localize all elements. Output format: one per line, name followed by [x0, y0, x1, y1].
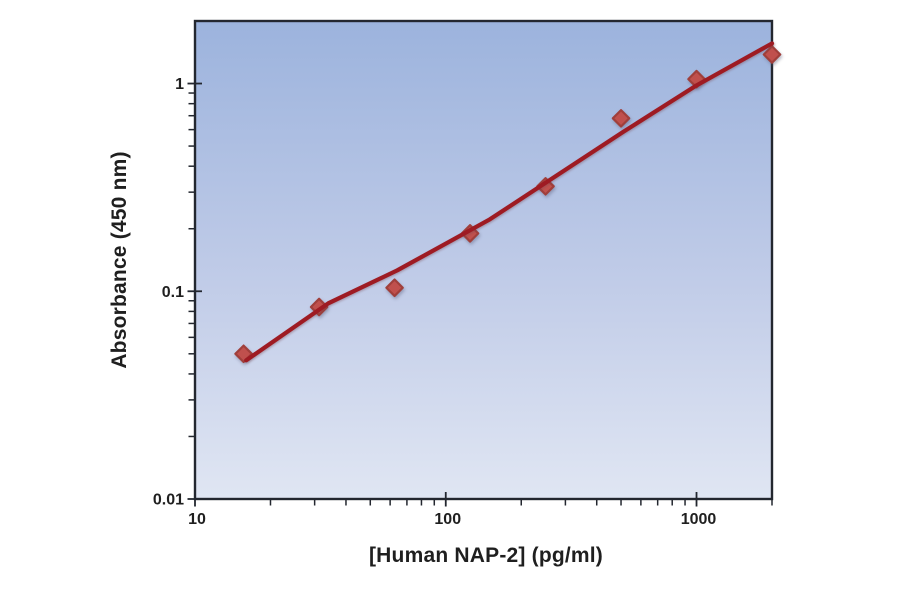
y-tick-label: 0.01: [153, 492, 184, 509]
trendline: [244, 41, 775, 363]
data-point-marker: [762, 45, 782, 64]
x-tick-label: 100: [434, 511, 461, 528]
y-tick-label: 1: [175, 76, 184, 93]
x-axis-title: [Human NAP-2] (pg/ml): [368, 544, 604, 567]
data-point-marker: [611, 109, 631, 128]
data-points: [234, 45, 782, 364]
data-point-marker: [234, 344, 253, 364]
x-tick-label: 10: [188, 511, 206, 528]
data-point-marker: [385, 278, 404, 298]
x-tick-label: 1000: [681, 511, 717, 528]
y-axis-title: Absorbance (450 nm): [108, 151, 131, 369]
tick-labels: 10 100 1000 1 0.1 0.01: [153, 76, 717, 528]
y-tick-label: 0.1: [162, 284, 184, 301]
plot-border: [193, 19, 774, 501]
